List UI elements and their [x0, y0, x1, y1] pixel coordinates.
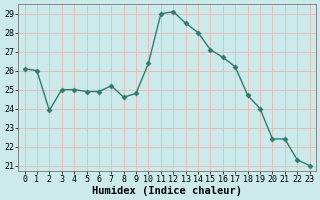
X-axis label: Humidex (Indice chaleur): Humidex (Indice chaleur) — [92, 186, 242, 196]
